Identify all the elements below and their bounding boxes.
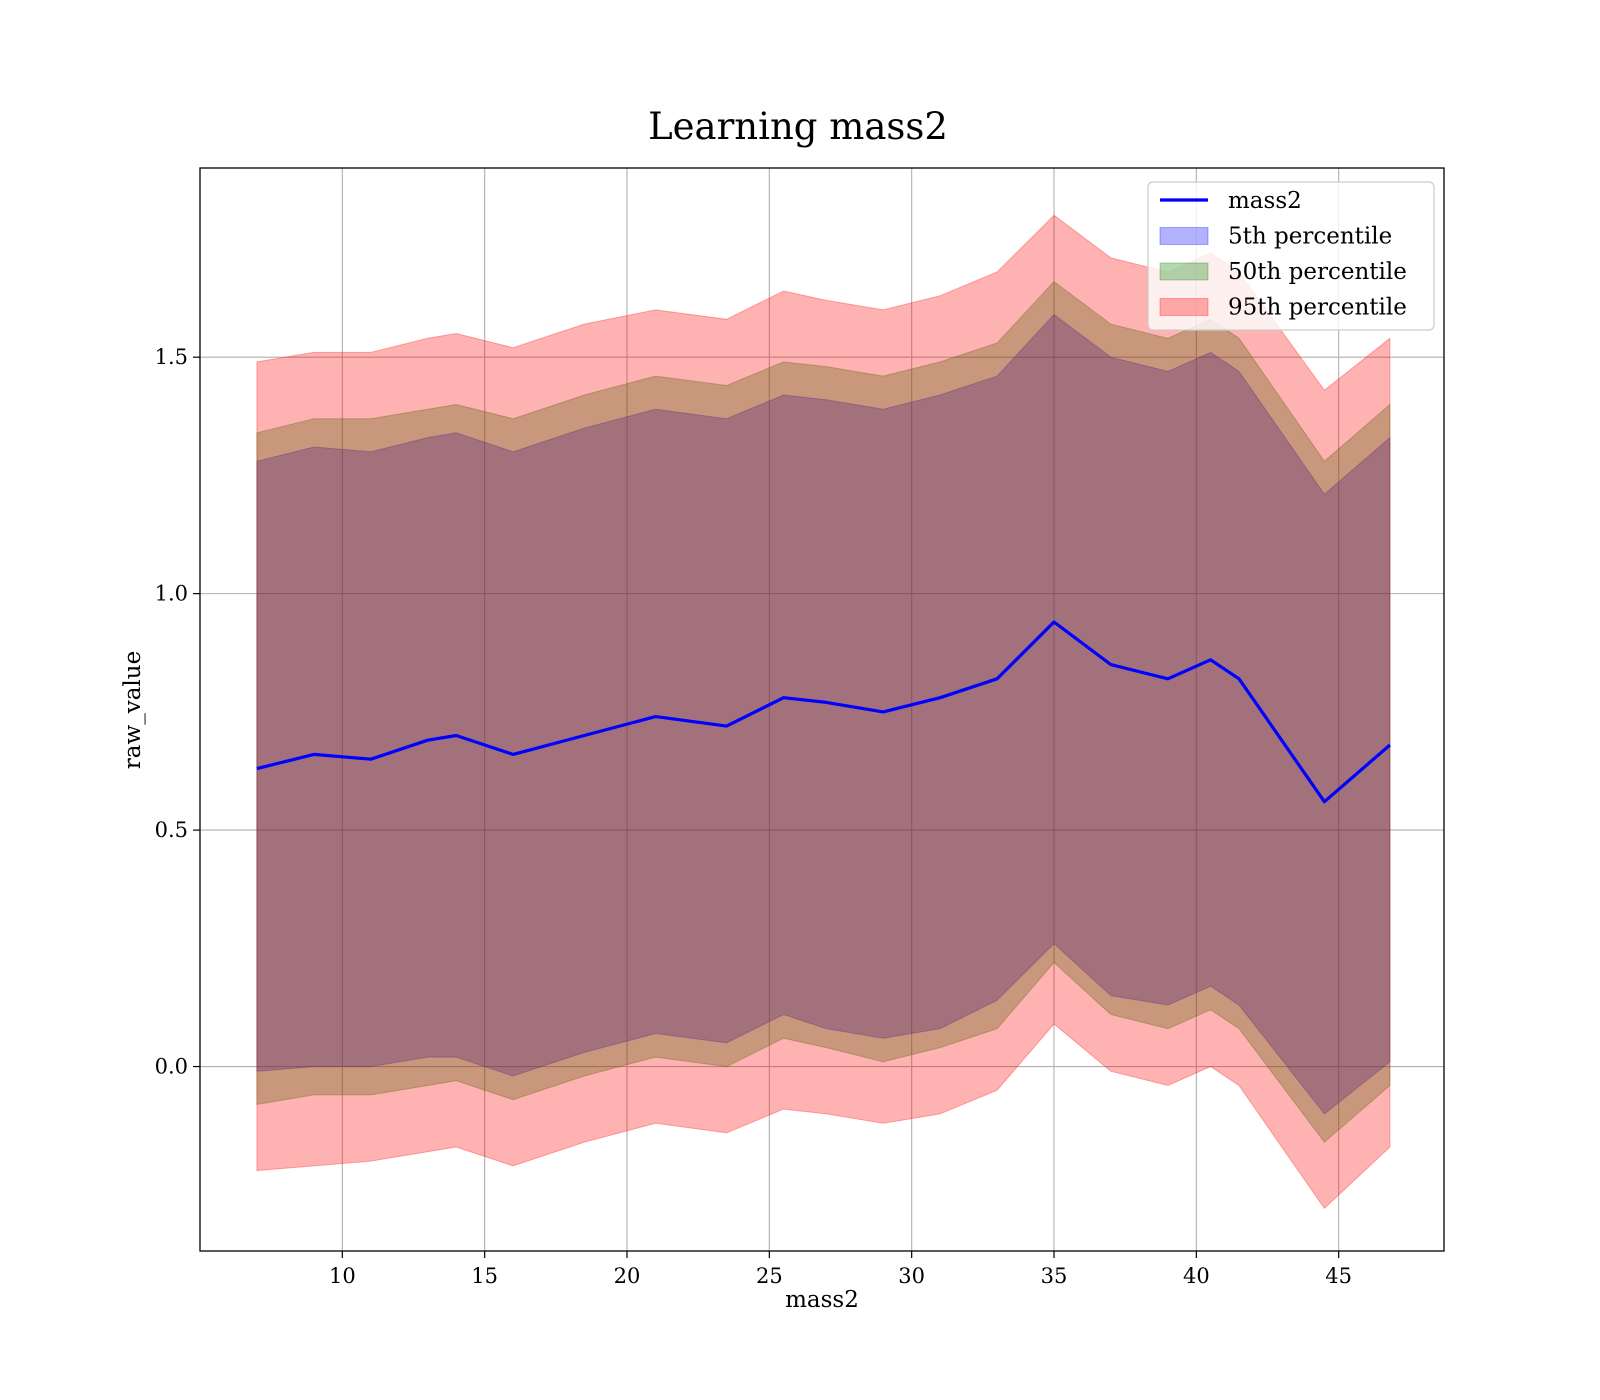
y-axis-ticks: 0.0 0.5 1.0 1.5 (155, 345, 200, 1079)
legend-swatch-5th-percentile (1159, 227, 1209, 245)
legend-label-3: 95th percentile (1228, 295, 1407, 321)
band-5th-percentile (256, 313, 1391, 1115)
y-tick-label-0: 0.0 (155, 1055, 188, 1079)
legend-swatch-95th-percentile (1159, 298, 1209, 316)
legend-label-2: 50th percentile (1228, 259, 1407, 285)
x-tick-label-6: 40 (1183, 1264, 1210, 1288)
series-line-mass2 (256, 620, 1391, 804)
y-axis-title: raw_value (120, 651, 146, 769)
band-95th-percentile (256, 214, 1391, 1210)
x-axis-title: mass2 (785, 1287, 859, 1313)
x-tick-label-0: 10 (329, 1264, 356, 1288)
x-axis-ticks: 10 15 20 25 30 35 40 45 (329, 1251, 1352, 1288)
x-tick-label-7: 45 (1325, 1264, 1352, 1288)
series-lines (256, 620, 1391, 804)
x-tick-label-4: 30 (898, 1264, 925, 1288)
legend-label-0: mass2 (1228, 188, 1302, 214)
plot-area (200, 168, 1444, 1251)
x-tick-label-5: 35 (1041, 1264, 1068, 1288)
y-tick-label-1: 0.5 (155, 818, 188, 842)
grid (200, 168, 1444, 1251)
x-tick-label-2: 20 (614, 1264, 641, 1288)
y-tick-label-3: 1.5 (155, 345, 188, 369)
legend-swatch-50th-percentile (1159, 262, 1209, 281)
band-50th-percentile (256, 280, 1391, 1143)
legend-frame (1147, 181, 1435, 331)
plot-frame (199, 167, 1445, 1252)
x-tick-label-1: 15 (471, 1264, 498, 1288)
legend-label-1: 5th percentile (1228, 224, 1392, 250)
y-tick-label-2: 1.0 (155, 582, 188, 606)
legend: mass2 5th percentile 50th percentile 95th p… (1147, 181, 1435, 331)
x-tick-label-3: 25 (756, 1264, 783, 1288)
chart-title: Learning mass2 (648, 105, 948, 148)
percentile-bands (256, 214, 1391, 1210)
